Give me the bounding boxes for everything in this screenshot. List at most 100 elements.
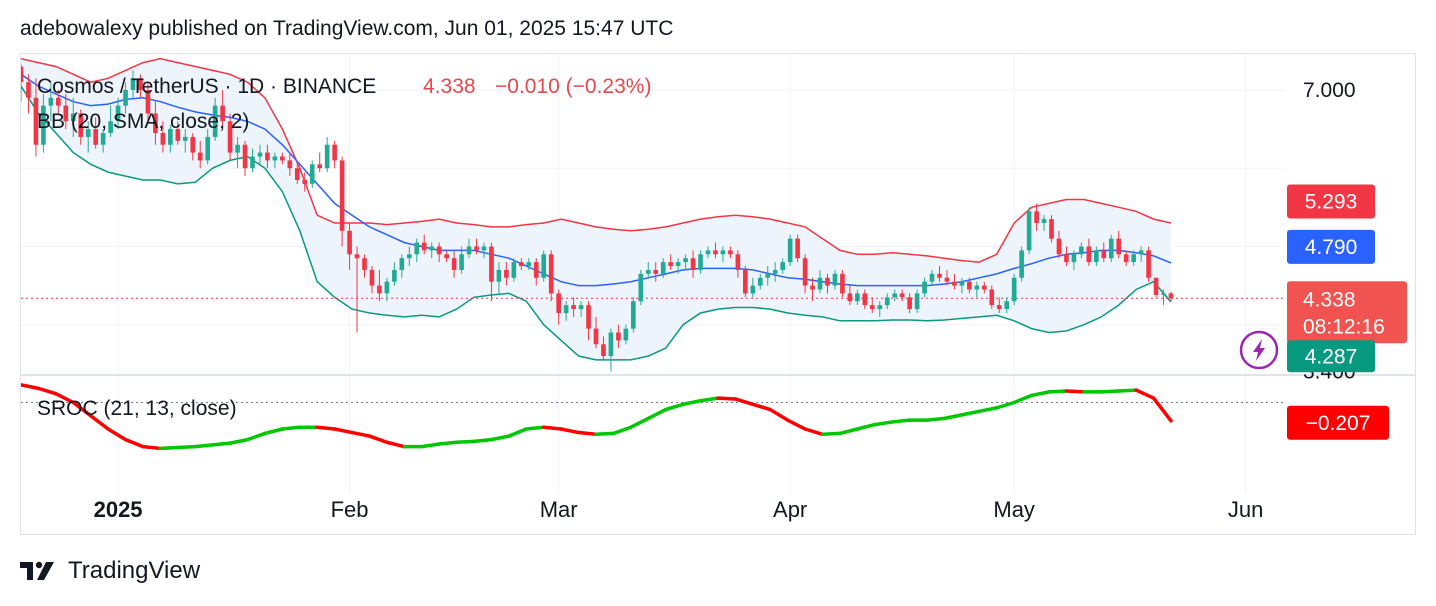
candle-100 [765, 266, 771, 286]
sroc-segment-63 [1099, 389, 1121, 394]
candle-16 [138, 74, 143, 98]
candle-body-49 [384, 281, 390, 294]
time-axis[interactable]: 2025 Feb Mar Apr May Jun [94, 497, 1264, 522]
sroc-segment-51 [890, 418, 912, 424]
candle-148 [1123, 250, 1129, 267]
candle-61 [474, 238, 479, 255]
candle-65 [504, 262, 509, 286]
price-label-bb-basis-text: 4.790 [1305, 236, 1358, 259]
sroc-segment-2 [36, 386, 58, 396]
candle-body-38 [302, 179, 308, 184]
candle-body-2 [33, 97, 39, 145]
sroc-segment-36 [629, 416, 651, 429]
candle-body-79 [608, 332, 614, 357]
price-label-bb-lower: 4.287 [1287, 340, 1375, 373]
price-label-sroc-box [1287, 405, 1389, 440]
candle-body-15 [130, 78, 136, 90]
candle-body-113 [862, 293, 868, 306]
legend-bollinger[interactable]: BB (20, SMA, close, 2) [37, 110, 249, 133]
candle-body-0 [21, 66, 24, 83]
candle-body-22 [182, 136, 188, 141]
candle-44 [347, 222, 352, 270]
candle-91 [698, 250, 703, 274]
chart-frame[interactable]: Cosmos / TetherUS · 1D · BINANCE 4.338 −… [20, 53, 1416, 535]
candle-50 [392, 262, 397, 286]
candle-body-118 [899, 293, 905, 298]
legend-symbol[interactable]: Cosmos / TetherUS · 1D · BINANCE [37, 75, 376, 98]
candle-93 [713, 242, 718, 259]
candle-20 [168, 125, 173, 153]
candle-body-117 [892, 293, 898, 298]
candle-body-65 [504, 269, 509, 278]
sroc-segment-38 [663, 402, 685, 412]
sroc-segment-61 [1064, 389, 1086, 394]
candle-body-53 [414, 242, 420, 255]
candle-body-95 [728, 250, 733, 255]
candle-152 [1153, 277, 1159, 298]
candle-28 [227, 113, 233, 161]
sroc-segment-60 [1047, 389, 1069, 394]
sroc-segment-42 [733, 397, 755, 407]
candle-42 [332, 140, 337, 169]
candle-120 [914, 289, 920, 313]
sroc-segment-12 [210, 441, 232, 447]
candle-144 [1093, 246, 1099, 267]
candle-body-78 [601, 344, 606, 357]
candle-48 [377, 269, 382, 302]
lightning-alert-icon[interactable] [1239, 330, 1279, 370]
candle-68 [526, 258, 532, 270]
candle-body-45 [354, 254, 360, 259]
candle-47 [369, 266, 375, 294]
candle-body-59 [459, 254, 464, 270]
candle-121 [922, 277, 927, 298]
candle-body-96 [735, 254, 741, 270]
candle-95 [728, 246, 733, 259]
sroc-segment-35 [611, 425, 633, 436]
sroc-segment-18 [315, 425, 337, 431]
candle-153 [1161, 289, 1166, 306]
candle-body-20 [168, 129, 173, 145]
candle-141 [1071, 250, 1077, 270]
candle-body-1 [26, 82, 31, 98]
candle-body-10 [93, 129, 98, 145]
candle-56 [436, 242, 442, 263]
x-tick-label-4: May [993, 497, 1035, 522]
candle-60 [466, 238, 472, 259]
candle-128 [974, 281, 980, 298]
candle-25 [205, 129, 211, 165]
candle-body-67 [519, 262, 524, 267]
candle-body-11 [100, 133, 106, 145]
candle-body-141 [1071, 254, 1077, 263]
sroc-segment-40 [698, 396, 720, 403]
candle-body-100 [765, 273, 771, 278]
candle-115 [877, 301, 883, 317]
chart-svg[interactable]: Cosmos / TetherUS · 1D · BINANCE 4.338 −… [21, 54, 1415, 534]
candle-116 [884, 293, 890, 310]
candle-body-152 [1153, 277, 1159, 295]
candle-body-105 [802, 258, 808, 286]
candle-body-126 [959, 281, 965, 286]
candle-14 [123, 82, 128, 114]
candle-body-145 [1101, 250, 1107, 259]
footer-brand: TradingView [68, 557, 201, 584]
candle-2 [33, 78, 39, 157]
candle-body-154 [1168, 293, 1174, 299]
legend-sroc[interactable]: SROC (21, 13, close) [37, 397, 237, 420]
candle-body-137 [1041, 219, 1047, 223]
price-label-sroc: −0.207 [1287, 405, 1389, 440]
candle-body-66 [511, 262, 517, 278]
candle-83 [638, 269, 644, 306]
sroc-segment-48 [838, 427, 860, 436]
candle-body-116 [884, 297, 890, 306]
candle-body-153 [1161, 293, 1166, 295]
candle-111 [847, 285, 853, 306]
candle-body-46 [362, 258, 367, 270]
candle-body-134 [1019, 250, 1024, 278]
candle-99 [757, 273, 763, 290]
candle-26 [212, 97, 218, 141]
sroc-segment-26 [454, 439, 476, 444]
candle-body-77 [593, 328, 599, 345]
sroc-segment-49 [855, 422, 877, 431]
candle-102 [780, 258, 785, 274]
candle-body-82 [631, 301, 636, 329]
